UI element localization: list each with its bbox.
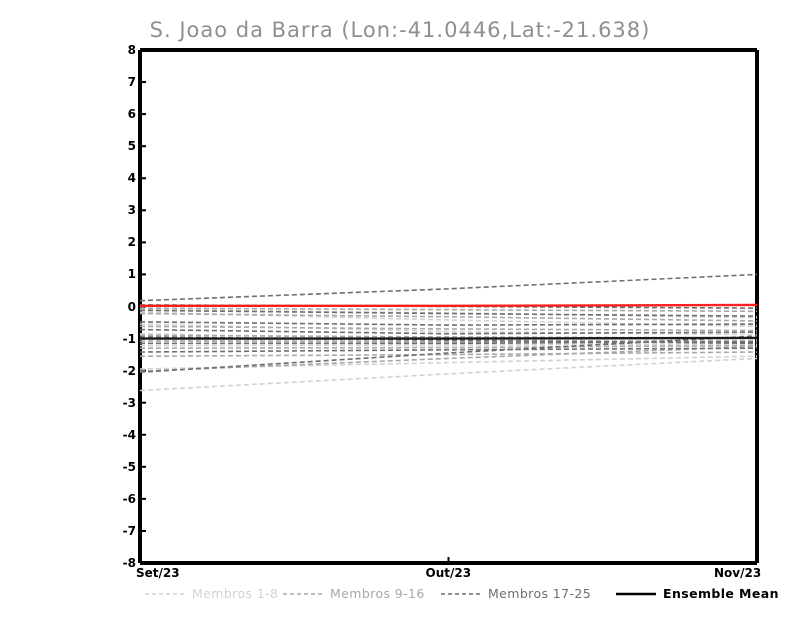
series-line (140, 336, 758, 340)
x-tick-label: Out/23 (425, 566, 472, 580)
legend-item[interactable]: Ensemble Mean (616, 586, 779, 601)
series-line (139, 347, 758, 353)
chart-legend: Membros 1-8 Membros 9-16 Membros 17-25 Ense… (0, 586, 800, 606)
x-tick-label: Nov/23 (714, 566, 762, 580)
series-line (139, 321, 758, 326)
legend-label: Membros 17-25 (488, 586, 592, 601)
legend-item[interactable]: Membros 1-8 (145, 586, 278, 601)
legend-swatch-icon (283, 592, 323, 595)
series-line (139, 323, 758, 336)
series-line (139, 273, 758, 302)
y-axis-tick-labels: 8 7 6 5 4 3 2 1 0 -1 -2 -3 -4 -5 -6 -7 -8 (104, 0, 136, 618)
series-line (139, 307, 758, 313)
x-tick-label: Set/23 (136, 566, 180, 580)
y-tick-label: 0 (127, 299, 136, 314)
series-line (139, 345, 758, 373)
legend-item[interactable]: Membros 9-16 (283, 586, 425, 601)
legend-item[interactable]: Membros 17-25 (441, 586, 591, 601)
chart-title: S. Joao da Barra (Lon:-41.0446,Lat:-21.6… (149, 18, 651, 42)
legend-swatch-icon (616, 592, 656, 595)
y-tick-label: -3 (122, 395, 136, 410)
y-tick-label: -5 (122, 459, 136, 474)
series-line (139, 335, 758, 374)
y-tick-label: -6 (122, 491, 136, 506)
y-tick-label: -4 (122, 427, 136, 442)
y-tick-label: 5 (127, 139, 136, 154)
y-tick-label: 1 (127, 267, 136, 282)
series-line (139, 325, 758, 332)
series-line (139, 351, 758, 357)
legend-swatch-icon (441, 592, 481, 595)
series-line (139, 355, 758, 370)
legend-label: Membros 1-8 (192, 586, 279, 601)
series-line (139, 309, 758, 317)
y-tick-label: -7 (122, 523, 136, 538)
y-tick-label: 3 (127, 203, 136, 218)
legend-swatch-icon (145, 592, 185, 595)
legend-label: Membros 9-16 (330, 586, 425, 601)
y-tick-label: 7 (127, 75, 136, 90)
series-line (139, 312, 758, 322)
y-tick-label: -8 (122, 556, 136, 570)
legend-label: Ensemble Mean (663, 586, 779, 601)
series-line (139, 328, 758, 335)
y-tick-label: 8 (127, 43, 136, 57)
series-line (139, 357, 758, 392)
y-tick-label: 6 (127, 107, 136, 122)
y-tick-label: -2 (122, 363, 136, 378)
y-tick-label: 2 (127, 235, 136, 250)
y-tick-label: 4 (127, 171, 136, 186)
data-series (139, 273, 758, 392)
series-line (139, 343, 758, 347)
series-line (140, 303, 758, 308)
series-line (139, 344, 758, 349)
y-tick-label: -1 (122, 331, 136, 346)
